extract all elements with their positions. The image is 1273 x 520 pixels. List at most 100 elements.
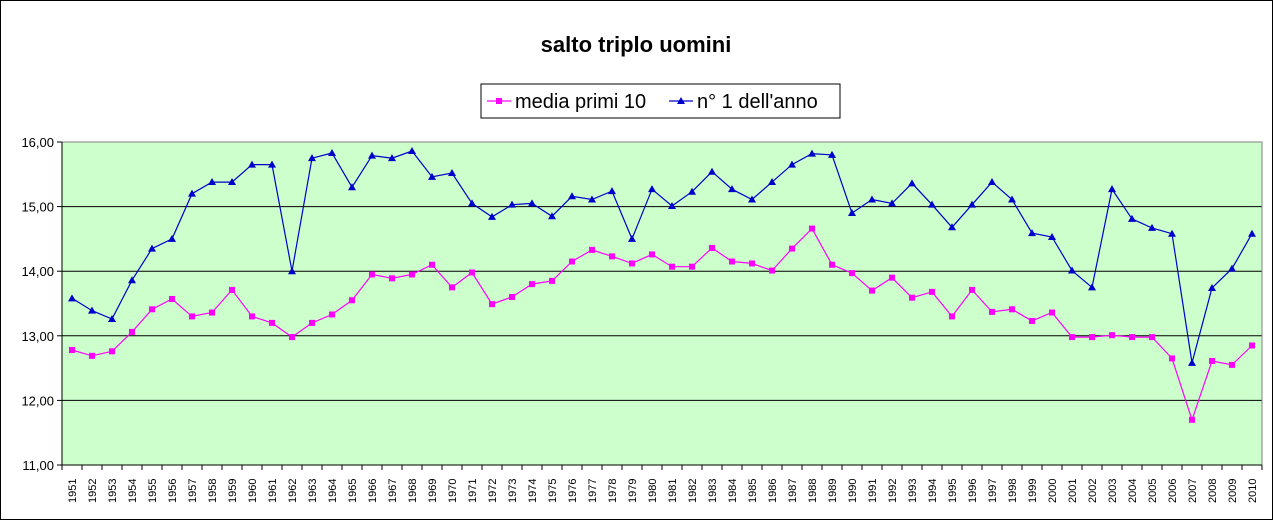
data-point xyxy=(609,253,615,260)
x-tick-label: 2008 xyxy=(1207,479,1219,503)
legend-box xyxy=(480,83,841,119)
data-point xyxy=(69,347,75,354)
data-point xyxy=(148,244,156,252)
data-point xyxy=(1148,223,1156,231)
x-tick-label: 2001 xyxy=(1067,479,1079,503)
x-tick-label: 1996 xyxy=(967,479,979,503)
data-point xyxy=(749,260,755,267)
legend: media primi 10 n° 1 dell'anno xyxy=(480,83,841,119)
data-point xyxy=(528,199,536,207)
chart-title: salto triplo uomini xyxy=(541,32,732,57)
x-tick-label: 1968 xyxy=(407,479,419,503)
x-tick-label: 1976 xyxy=(567,479,579,503)
data-point xyxy=(868,195,876,203)
x-tick-label: 1980 xyxy=(647,479,659,503)
x-tick-label: 2004 xyxy=(1127,479,1139,503)
data-point xyxy=(1069,334,1075,341)
data-point xyxy=(688,187,696,195)
data-point xyxy=(1089,334,1095,341)
data-point xyxy=(489,301,495,308)
x-tick-label: 1992 xyxy=(887,479,899,503)
data-point xyxy=(708,167,716,175)
data-point xyxy=(1249,342,1255,349)
data-point xyxy=(869,287,875,294)
data-point xyxy=(349,297,355,304)
data-point xyxy=(228,178,236,186)
data-point xyxy=(969,286,975,293)
legend-marker xyxy=(677,97,685,104)
data-point xyxy=(1169,355,1175,362)
data-point xyxy=(928,200,936,208)
data-point xyxy=(248,160,256,168)
data-point xyxy=(689,263,695,270)
data-point xyxy=(1008,195,1016,203)
data-point xyxy=(288,267,296,275)
data-point xyxy=(648,185,656,193)
x-tick-label: 1989 xyxy=(827,479,839,503)
data-point xyxy=(1088,283,1096,291)
x-tick-label: 1962 xyxy=(287,479,299,503)
data-point xyxy=(188,189,196,197)
data-point xyxy=(289,334,295,341)
data-point xyxy=(748,195,756,203)
data-point xyxy=(1068,266,1076,274)
data-point xyxy=(768,178,776,186)
data-point xyxy=(549,277,555,284)
data-point xyxy=(988,178,996,186)
x-tick-label: 2010 xyxy=(1247,479,1259,503)
data-point xyxy=(608,187,616,195)
x-tick-label: 1951 xyxy=(67,479,79,503)
series-1 xyxy=(69,225,1255,423)
x-tick-label: 1983 xyxy=(707,479,719,503)
data-point xyxy=(529,281,535,288)
x-tick-label: 2003 xyxy=(1107,479,1119,503)
x-tick-label: 1958 xyxy=(207,479,219,503)
x-tick-label: 1978 xyxy=(607,479,619,503)
x-tick-label: 1977 xyxy=(587,479,599,503)
data-point xyxy=(848,209,856,217)
x-tick-label: 2000 xyxy=(1047,479,1059,503)
data-point xyxy=(909,294,915,301)
x-tick-label: 1985 xyxy=(747,479,759,503)
data-point xyxy=(649,251,655,258)
data-point xyxy=(308,154,316,162)
data-point xyxy=(129,328,135,335)
data-point xyxy=(368,151,376,159)
x-tick-label: 1971 xyxy=(467,479,479,503)
data-point xyxy=(669,263,675,270)
data-point xyxy=(709,244,715,251)
data-point xyxy=(149,306,155,313)
data-point xyxy=(428,172,436,180)
x-tick-label: 1994 xyxy=(927,479,939,503)
x-tick-label: 1953 xyxy=(107,479,119,503)
data-point xyxy=(729,258,735,265)
data-point xyxy=(449,284,455,291)
data-point xyxy=(588,195,596,203)
data-point xyxy=(548,212,556,220)
data-point xyxy=(788,160,796,168)
data-point xyxy=(809,225,815,232)
data-point xyxy=(929,288,935,295)
data-point xyxy=(269,319,275,326)
data-point xyxy=(569,258,575,265)
data-point xyxy=(1208,283,1216,291)
data-point xyxy=(1168,229,1176,237)
x-tick-label: 1964 xyxy=(327,479,339,503)
x-tick-label: 1952 xyxy=(87,479,99,503)
data-point xyxy=(1228,264,1236,272)
y-tick-label: 14,00 xyxy=(21,264,54,279)
x-tick-label: 2002 xyxy=(1087,479,1099,503)
data-point xyxy=(389,275,395,282)
x-tick-label: 1988 xyxy=(807,479,819,503)
y-tick-label: 13,00 xyxy=(21,329,54,344)
data-point xyxy=(348,183,356,191)
x-tick-label: 1986 xyxy=(767,479,779,503)
data-point xyxy=(1029,317,1035,324)
data-point xyxy=(249,313,255,320)
data-point xyxy=(1048,232,1056,240)
x-tick-label: 1974 xyxy=(527,479,539,503)
data-point xyxy=(329,311,335,318)
data-point xyxy=(469,269,475,276)
y-tick-label: 16,00 xyxy=(21,135,54,150)
